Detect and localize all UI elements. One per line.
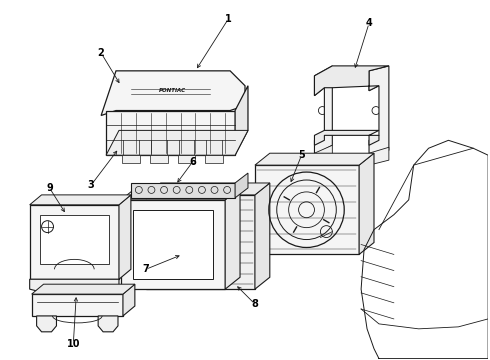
Polygon shape [98,316,118,332]
Polygon shape [32,284,135,294]
Text: 10: 10 [67,339,80,349]
Polygon shape [359,153,374,255]
Polygon shape [101,71,245,116]
Polygon shape [235,86,248,155]
Polygon shape [255,165,359,255]
Polygon shape [315,130,379,145]
Polygon shape [315,145,332,163]
Polygon shape [150,155,168,163]
Text: 3: 3 [88,180,95,190]
Polygon shape [121,188,240,200]
Polygon shape [40,215,109,264]
Polygon shape [30,279,119,294]
Polygon shape [315,66,332,155]
Polygon shape [235,173,248,198]
Text: 4: 4 [366,18,372,28]
Polygon shape [255,183,270,289]
Text: 5: 5 [298,150,305,160]
Polygon shape [32,294,123,316]
Polygon shape [106,111,235,155]
Text: 1: 1 [225,14,231,24]
Text: 6: 6 [189,157,196,167]
Polygon shape [30,195,131,205]
Text: 8: 8 [251,299,258,309]
Polygon shape [37,316,56,332]
Polygon shape [30,205,119,279]
Polygon shape [369,147,389,165]
Polygon shape [315,66,389,96]
Text: 9: 9 [46,183,53,193]
Polygon shape [225,188,240,289]
Polygon shape [205,155,223,163]
Polygon shape [106,130,248,155]
Polygon shape [146,183,270,195]
Text: 7: 7 [143,264,149,274]
Polygon shape [133,210,213,279]
Polygon shape [369,66,389,155]
Polygon shape [177,155,196,163]
Polygon shape [121,200,225,289]
Polygon shape [131,183,235,198]
Text: 2: 2 [98,48,104,58]
Polygon shape [123,284,135,316]
Text: PONTIAC: PONTIAC [159,88,186,93]
Polygon shape [255,153,374,165]
Polygon shape [146,195,255,289]
Polygon shape [122,155,140,163]
Polygon shape [119,195,131,279]
